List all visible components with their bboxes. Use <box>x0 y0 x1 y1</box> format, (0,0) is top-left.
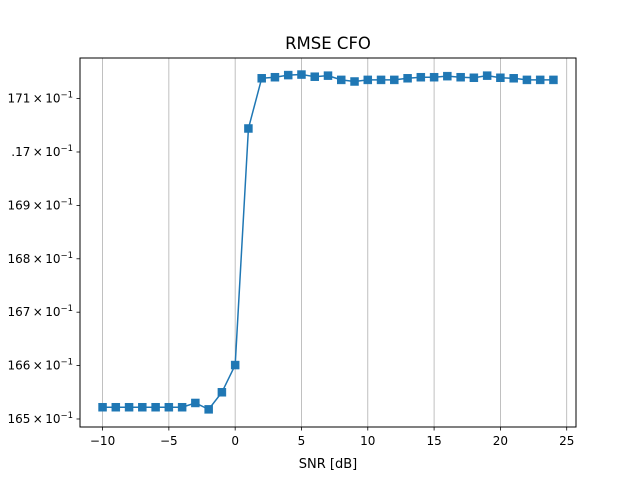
data-point-marker <box>323 71 333 80</box>
x-tick-label: 10 <box>360 434 375 448</box>
data-point-marker <box>164 402 174 412</box>
y-axis: 165 × 10−1 166 × 10−1 167 × 10−1 168 × 10−1… <box>7 91 80 426</box>
data-point-marker <box>363 75 373 85</box>
chart-title: RMSE CFO <box>285 34 371 53</box>
data-point-marker <box>310 72 319 81</box>
y-tick-label: 165 × 10−1 <box>7 411 73 426</box>
data-point-marker <box>549 75 558 85</box>
data-point-marker <box>230 360 240 370</box>
y-tick-label: 169 × 10−1 <box>7 197 73 212</box>
data-point-marker <box>151 402 160 412</box>
data-point-marker <box>456 72 465 82</box>
data-point-marker <box>350 77 359 86</box>
plot-frame <box>79 57 577 428</box>
data-point-marker <box>204 405 213 414</box>
data-point-marker <box>138 402 147 412</box>
x-tick-label: 0 <box>231 434 239 448</box>
data-point-marker <box>111 402 121 412</box>
data-point-marker <box>376 75 386 85</box>
grid-lines <box>102 58 568 427</box>
data-point-marker <box>482 71 492 80</box>
x-tick-label: 5 <box>298 434 306 448</box>
data-point-marker <box>390 75 399 85</box>
x-tick-label: 15 <box>426 434 441 448</box>
x-tick-label: −10 <box>90 434 115 448</box>
y-tick-label: 167 × 10−1 <box>7 304 73 319</box>
data-point-marker <box>283 70 293 80</box>
data-point-marker <box>403 74 412 83</box>
data-point-marker <box>217 388 227 397</box>
data-point-marker <box>416 72 426 82</box>
data-point-marker <box>496 73 505 83</box>
data-point-marker <box>177 402 187 412</box>
data-point-marker <box>191 398 200 408</box>
x-axis: −10 −5 0 5 10 15 20 25 <box>90 427 574 448</box>
data-point-marker <box>509 74 518 83</box>
data-point-marker <box>270 72 280 82</box>
data-point-marker <box>98 402 107 412</box>
data-point-marker <box>535 75 545 85</box>
x-tick-label: −5 <box>160 434 178 448</box>
data-point-marker <box>257 74 266 83</box>
y-tick-label: 168 × 10−1 <box>7 251 73 266</box>
data-point-marker <box>443 71 452 81</box>
data-point-marker <box>337 75 346 85</box>
data-point-marker <box>244 124 253 133</box>
y-tick-label: 166 × 10−1 <box>7 358 73 373</box>
data-point-marker <box>124 402 134 412</box>
y-tick-label: .17 × 10−1 <box>11 144 73 159</box>
x-axis-label: SNR [dB] <box>299 457 357 472</box>
data-point-marker <box>297 70 306 79</box>
data-point-marker <box>429 72 439 82</box>
x-tick-label: 25 <box>559 434 574 448</box>
data-point-marker <box>522 75 532 85</box>
series-layer <box>98 70 558 414</box>
data-point-marker <box>469 73 479 83</box>
x-tick-label: 20 <box>493 434 508 448</box>
y-tick-label: 171 × 10−1 <box>7 91 73 106</box>
